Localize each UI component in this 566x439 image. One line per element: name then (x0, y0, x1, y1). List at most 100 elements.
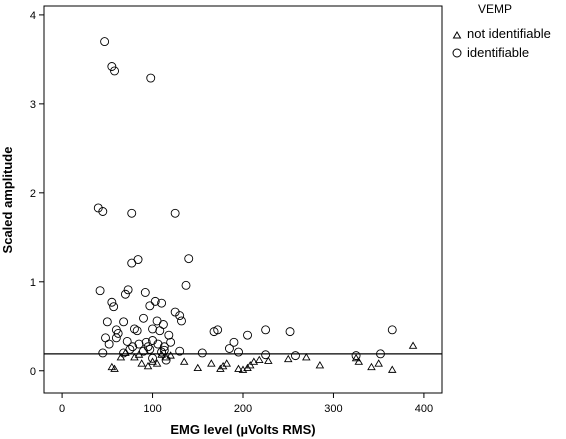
point-identifiable (98, 207, 108, 216)
point-identifiable (181, 280, 191, 290)
x-axis-title: EMG level (µVolts RMS) (170, 422, 315, 437)
legend-circle-icon (452, 48, 462, 58)
point-identifiable (127, 208, 137, 218)
point-identifiable (111, 333, 121, 343)
point-not-identifiable (374, 359, 383, 367)
point-identifiable (143, 342, 153, 352)
point-not-identifiable (302, 353, 311, 361)
point-identifiable (224, 344, 234, 353)
point-identifiable (139, 346, 148, 356)
point-identifiable (159, 345, 169, 355)
point-not-identifiable (315, 361, 325, 369)
point-identifiable (161, 355, 171, 365)
point-identifiable (104, 339, 114, 349)
point-identifiable (229, 337, 239, 347)
point-identifiable (107, 62, 117, 71)
y-tick-label: 2 (30, 188, 36, 200)
point-identifiable (141, 337, 151, 347)
point-identifiable (177, 316, 186, 326)
point-not-identifiable (264, 356, 273, 364)
point-identifiable (243, 330, 252, 340)
point-identifiable (145, 344, 155, 354)
point-identifiable (213, 325, 223, 335)
x-tick-label: 400 (415, 403, 433, 415)
point-identifiable (285, 327, 295, 337)
point-identifiable (122, 336, 132, 346)
point-identifiable (139, 313, 148, 323)
y-tick-label: 4 (30, 10, 36, 22)
x-tick-label: 200 (234, 403, 252, 415)
point-identifiable (291, 351, 300, 361)
point-identifiable (159, 342, 169, 352)
y-tick-label: 1 (30, 277, 36, 289)
point-identifiable (387, 325, 397, 335)
point-not-identifiable (245, 361, 255, 369)
point-identifiable (146, 73, 156, 83)
point-not-identifiable (207, 359, 216, 367)
point-not-identifiable (351, 353, 361, 362)
point-identifiable (110, 66, 120, 76)
point-identifiable (351, 351, 361, 361)
point-identifiable (148, 324, 157, 334)
point-not-identifiable (143, 361, 153, 370)
point-not-identifiable (222, 359, 232, 367)
point-identifiable (98, 348, 108, 358)
point-identifiable (120, 289, 130, 299)
point-identifiable (170, 208, 180, 218)
point-identifiable (107, 297, 117, 307)
legend-label-identifiable: identifiable (467, 45, 529, 60)
point-identifiable (125, 344, 135, 354)
legend-triangle-icon (452, 31, 462, 39)
point-not-identifiable (148, 357, 157, 365)
point-identifiable (150, 296, 160, 306)
point-not-identifiable (387, 365, 397, 373)
x-tick-label: 0 (59, 403, 65, 415)
point-identifiable (109, 302, 119, 312)
point-identifiable (130, 324, 139, 334)
point-not-identifiable (283, 354, 293, 363)
point-identifiable (102, 317, 112, 327)
point-identifiable (157, 347, 167, 357)
point-not-identifiable (179, 357, 189, 365)
point-identifiable (376, 349, 385, 359)
point-not-identifiable (408, 341, 418, 349)
y-axis-title: Scaled amplitude (0, 147, 15, 254)
point-identifiable (128, 342, 138, 352)
point-identifiable (157, 298, 167, 308)
point-identifiable (197, 348, 207, 358)
point-identifiable (119, 317, 129, 327)
point-not-identifiable (137, 359, 146, 367)
point-not-identifiable (354, 357, 364, 365)
x-tick-label: 300 (324, 403, 342, 415)
y-tick-label: 3 (30, 99, 36, 111)
point-identifiable (148, 353, 157, 363)
point-identifiable (100, 37, 110, 47)
point-not-identifiable (152, 359, 162, 367)
point-identifiable (132, 326, 142, 336)
point-identifiable (123, 285, 133, 295)
point-identifiable (134, 339, 144, 349)
point-identifiable (140, 288, 150, 297)
point-identifiable (166, 337, 176, 347)
legend: VEMP not identifiable identifiable (452, 2, 551, 60)
point-identifiable (155, 326, 165, 336)
point-not-identifiable (110, 364, 119, 372)
point-identifiable (261, 350, 271, 360)
data-points (93, 37, 418, 373)
point-identifiable (95, 286, 105, 296)
point-identifiable (145, 301, 155, 311)
point-identifiable (261, 325, 271, 335)
point-not-identifiable (234, 364, 243, 372)
point-not-identifiable (254, 355, 264, 364)
x-tick-label: 100 (143, 403, 161, 415)
point-identifiable (164, 330, 174, 340)
point-identifiable (175, 346, 185, 356)
point-not-identifiable (249, 357, 259, 365)
point-identifiable (234, 347, 243, 357)
point-not-identifiable (193, 363, 203, 372)
point-identifiable (133, 255, 143, 265)
legend-label-not-identifiable: not identifiable (467, 26, 551, 41)
y-tick-label: 0 (30, 366, 36, 378)
point-not-identifiable (166, 351, 175, 359)
